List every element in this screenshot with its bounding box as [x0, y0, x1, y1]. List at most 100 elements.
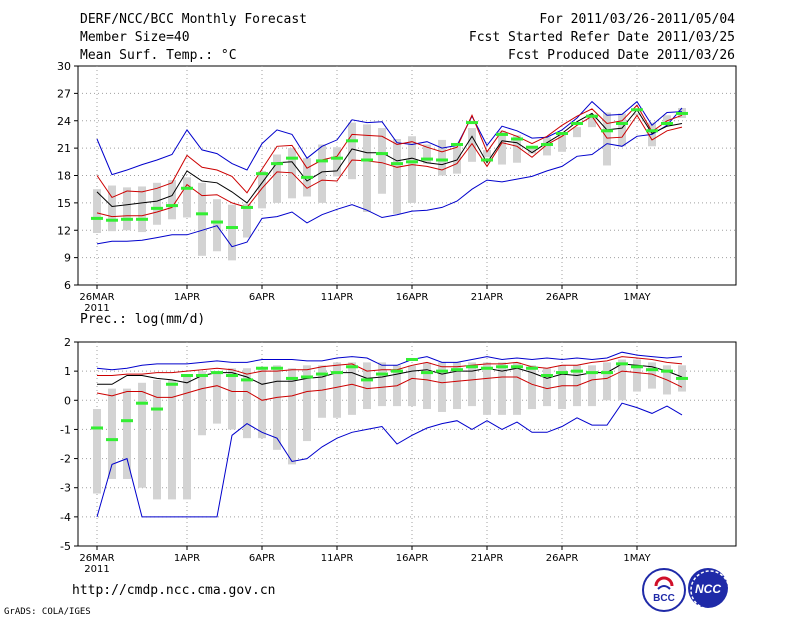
- prec-x-tick-label: 1MAY: [623, 553, 651, 564]
- temp-x-tick-label: 11APR: [321, 292, 354, 303]
- source-url[interactable]: http://cmdp.ncc.cma.gov.cn: [72, 583, 276, 598]
- prec-median-marker: [646, 368, 658, 372]
- temp-median-marker: [661, 121, 673, 125]
- prec-median-marker: [451, 368, 463, 372]
- prec-spread-box: [438, 362, 446, 412]
- temp-median-marker: [181, 186, 193, 190]
- prec-median-marker: [631, 365, 643, 369]
- prec-spread-box: [513, 362, 521, 415]
- prec-year-label: 2011: [84, 564, 109, 575]
- temp-median-marker: [541, 142, 553, 146]
- ncc-emblem-icon: [690, 570, 730, 610]
- prec-median-marker: [571, 369, 583, 373]
- prec-spread-box: [213, 371, 221, 424]
- temp-y-tick-label: 30: [57, 60, 71, 73]
- temp-spread-box: [183, 177, 191, 218]
- prec-median-marker: [541, 374, 553, 378]
- prec-spread-box: [153, 379, 161, 500]
- variable-label: Mean Surf. Temp.: °C: [80, 48, 237, 63]
- prec-spread-box: [633, 359, 641, 392]
- bcc-logo-text: BCC: [653, 593, 675, 604]
- prec-mean-line: [97, 363, 683, 385]
- temp-median-marker: [601, 129, 613, 133]
- prec-median-marker: [121, 419, 133, 423]
- temp-y-tick-label: 9: [64, 252, 71, 265]
- temp-mean-line: [96, 108, 683, 208]
- temp-spread-box: [123, 187, 131, 231]
- temp-spread-box: [348, 122, 356, 180]
- bcc-emblem-icon: [654, 576, 674, 590]
- temp-spread-box: [528, 146, 536, 154]
- forecast-range: For 2011/03/26-2011/05/04: [539, 12, 735, 27]
- prec-spread-box: [138, 382, 146, 488]
- temp-y-tick-label: 6: [64, 279, 71, 292]
- temp-median-marker: [586, 114, 598, 118]
- prec-spread-box: [648, 362, 656, 389]
- prec-y-tick-label: 2: [64, 336, 71, 349]
- temp-y-tick-label: 18: [57, 170, 71, 183]
- temp-median-marker: [151, 206, 163, 210]
- temp-min-line: [96, 107, 683, 248]
- prec-spread-box: [588, 365, 596, 407]
- prec-spread-box: [198, 371, 206, 436]
- temp-median-marker: [556, 132, 568, 136]
- temp-spread-box: [423, 144, 431, 164]
- temp-spread-box: [108, 185, 116, 232]
- temp-lower-std-line: [96, 114, 683, 218]
- prec-y-tick-label: -2: [60, 453, 71, 466]
- prec-spread-box: [93, 409, 101, 494]
- temp-spread-box: [543, 137, 551, 156]
- temp-median-marker: [376, 152, 388, 156]
- prec-median-marker: [166, 382, 178, 386]
- temp-spread-box: [633, 113, 641, 116]
- prec-spread-box: [243, 368, 251, 439]
- prec-median-marker: [466, 365, 478, 369]
- temp-spread-box: [198, 182, 206, 256]
- prec-median-marker: [196, 374, 208, 378]
- temp-median-marker: [526, 145, 538, 149]
- prec-spread-box: [273, 365, 281, 450]
- temp-median-marker: [511, 137, 523, 141]
- prec-max-line: [96, 351, 683, 371]
- prec-median-marker: [211, 371, 223, 375]
- temp-spread-box: [408, 136, 416, 203]
- prec-min-line: [96, 402, 683, 518]
- temp-spread-box: [573, 127, 581, 138]
- prec-y-tick-label: 0: [64, 394, 71, 407]
- temp-x-tick-label: 1MAY: [623, 292, 651, 303]
- temp-spread-box: [228, 204, 236, 261]
- prec-lower-std-line: [96, 370, 683, 401]
- prec-y-tick-label: -1: [60, 423, 71, 436]
- temperature-panel: 26MAR 1APR 6APR 11APR 16APR 21APR 26APR 1MAY 201…: [57, 60, 737, 314]
- temp-median-marker: [466, 121, 478, 125]
- temp-median-marker: [316, 159, 328, 163]
- temp-median-marker: [481, 158, 493, 162]
- grads-credit: GrADS: COLA/IGES: [4, 607, 91, 617]
- prec-median-marker: [316, 372, 328, 376]
- ncc-logo: NCC: [688, 568, 730, 610]
- temp-spread-box: [378, 128, 386, 194]
- temp-spread-box: [618, 113, 626, 147]
- prec-y-tick-label: -3: [60, 482, 71, 495]
- temp-x-tick-label: 16APR: [396, 292, 429, 303]
- prec-median-marker: [496, 365, 508, 369]
- prec-median-marker: [271, 366, 283, 370]
- temp-spread-box: [138, 186, 146, 233]
- temp-median-marker: [406, 160, 418, 164]
- prec-median-marker: [256, 366, 268, 370]
- prec-spread-box: [348, 362, 356, 415]
- member-size: Member Size=40: [80, 30, 190, 45]
- temp-median-marker: [631, 108, 643, 112]
- prec-upper-std-line: [97, 356, 683, 376]
- temp-median-marker: [616, 121, 628, 125]
- started-date: Fcst Started Refer Date 2011/03/25: [468, 30, 735, 45]
- prec-median-marker: [586, 371, 598, 375]
- prec-spread-box: [108, 388, 116, 479]
- temp-median-marker: [391, 162, 403, 166]
- temp-median-marker: [196, 212, 208, 216]
- prec-median-marker: [661, 369, 673, 373]
- temp-median-marker: [226, 226, 238, 230]
- prec-median-marker: [436, 369, 448, 373]
- prec-median-marker: [226, 374, 238, 378]
- temp-spread-box: [498, 130, 506, 165]
